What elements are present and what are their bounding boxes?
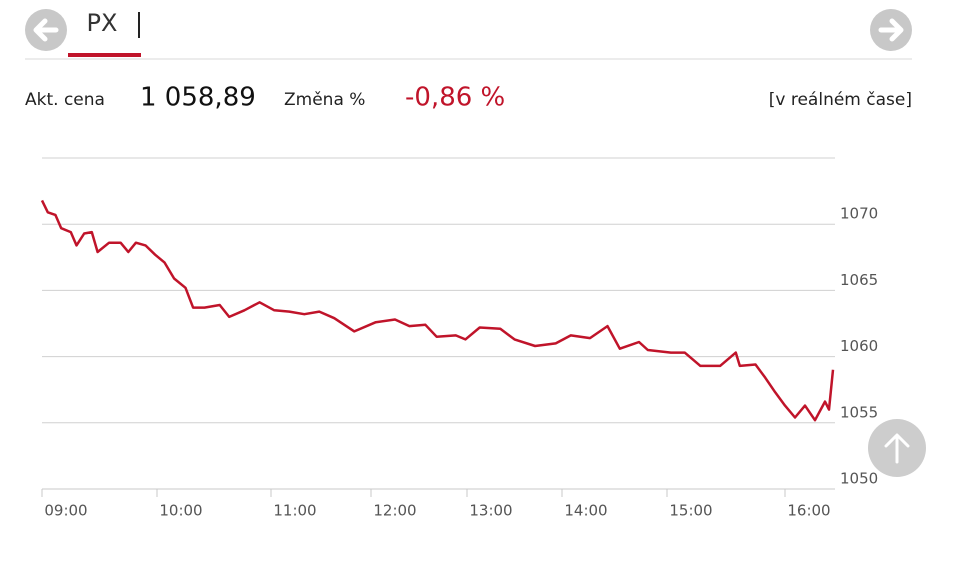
x-tick-label: 16:00 xyxy=(787,502,830,520)
y-tick-label: 1070 xyxy=(840,205,878,223)
y-tick-label: 1055 xyxy=(840,403,878,421)
tab-label[interactable]: PX xyxy=(87,9,118,37)
x-tick-label: 12:00 xyxy=(373,502,416,520)
x-tick-label: 11:00 xyxy=(273,502,316,520)
tab-underline xyxy=(68,53,141,57)
x-tick-label: 14:00 xyxy=(564,502,607,520)
price-line xyxy=(40,199,835,422)
forward-button[interactable] xyxy=(870,9,912,51)
x-tick-label: 15:00 xyxy=(669,502,712,520)
mode-label: [v reálném čase] xyxy=(769,90,912,110)
back-button[interactable] xyxy=(25,9,67,51)
change-label: Změna % xyxy=(284,90,365,110)
price-label: Akt. cena xyxy=(25,90,105,110)
price-value: 1 058,89 xyxy=(140,83,256,113)
x-tick-label: 09:00 xyxy=(44,502,87,520)
change-value: -0,86 % xyxy=(405,83,505,113)
scroll-top-button[interactable] xyxy=(868,419,926,477)
chart: 1050 1055 1060 1065 1070 09:00 10:00 11:00 12:00… xyxy=(40,157,878,520)
y-tick-label: 1060 xyxy=(840,337,878,355)
x-tick-label: 10:00 xyxy=(159,502,202,520)
x-tick-label: 13:00 xyxy=(469,502,512,520)
y-tick-label: 1065 xyxy=(840,271,878,289)
y-tick-label: 1050 xyxy=(840,470,878,488)
